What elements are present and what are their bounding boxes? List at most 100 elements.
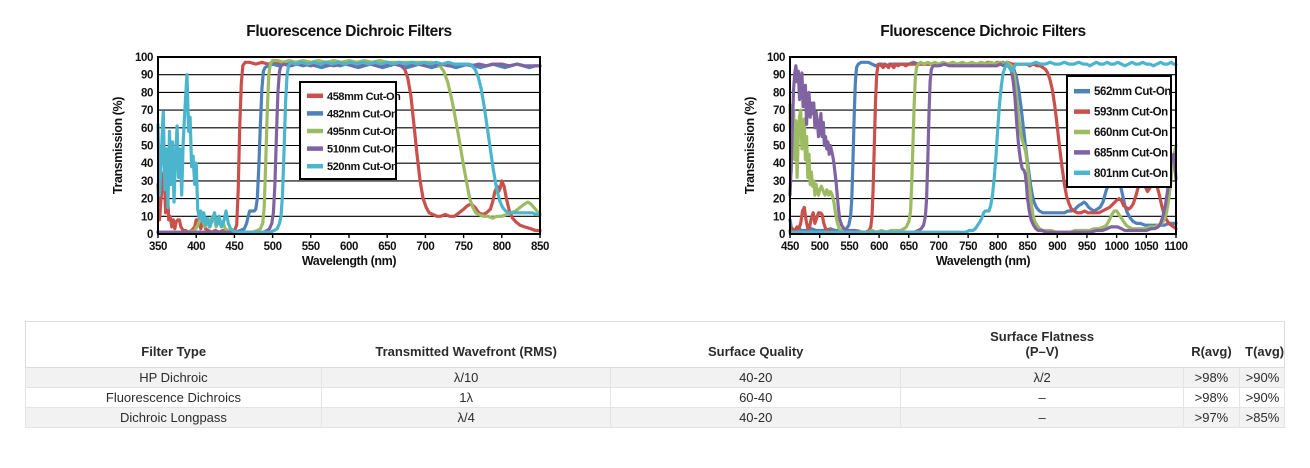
spec-table-section: Filter Type Transmitted Wavefront (RMS) Su… (25, 321, 1286, 428)
chart-title: Fluorescence Dichroic Filters (880, 23, 1085, 40)
x-tick-label: 700 (929, 241, 947, 253)
legend-label-801nm-cut-on: 801nm Cut-On (1094, 168, 1168, 180)
y-tick-label: 90 (773, 70, 785, 82)
x-tick-label: 550 (302, 241, 320, 253)
x-tick-label: 900 (1048, 241, 1066, 253)
legend-label-458mm-cut-on: 458mm Cut-On (327, 91, 401, 103)
x-tick-label: 750 (959, 241, 977, 253)
table-header-row: Filter Type Transmitted Wavefront (RMS) Su… (25, 321, 1285, 368)
table-cell: >97% (1183, 407, 1240, 428)
table-cell: 40-20 (610, 367, 901, 388)
y-tick-label: 80 (773, 87, 785, 99)
table-body: HP Dichroic λ/10 40-20 λ/2 >98% >90% Fluoresce… (25, 367, 1286, 428)
y-tick-label: 40 (141, 158, 153, 170)
y-tick-label: 20 (773, 194, 785, 206)
table-cell: >98% (1183, 367, 1240, 388)
y-tick-label: 0 (779, 229, 785, 241)
y-tick-label: 100 (135, 52, 153, 64)
fluorescence-dichroic-chart-right: 0 10 20 30 40 50 60 70 80 90 100 450 500 550 600 650 700… (743, 23, 1188, 268)
x-tick-label: 850 (1019, 241, 1037, 253)
series-line-801nm-cut-on (788, 60, 1178, 234)
x-axis-title: Wavelength (nm) (936, 254, 1030, 268)
x-tick-label: 550 (840, 241, 858, 253)
y-tick-label: 10 (141, 211, 153, 223)
plot-border (157, 56, 541, 235)
y-tick-label: 60 (773, 123, 785, 135)
x-tick-label: 650 (900, 241, 918, 253)
table-cell: 40-20 (610, 407, 901, 428)
legend-label-510nm-cut-on: 510nm Cut-On (327, 144, 398, 156)
chart-title: Fluorescence Dichroic Filters (246, 23, 451, 40)
x-tick-label: 450 (781, 241, 799, 253)
column-header-surface-flatness: Surface Flatness (P–V) (900, 321, 1184, 368)
x-tick-label: 350 (149, 241, 167, 253)
column-header-t-avg: T(avg) (1239, 321, 1285, 368)
x-tick-label: 500 (811, 241, 829, 253)
table-cell: 60-40 (610, 387, 901, 408)
y-axis-title: Transmission (%) (111, 97, 125, 194)
chart-figure-right: 0 10 20 30 40 50 60 70 80 90 100 450 500 550 600 650 700… (655, 0, 1310, 285)
table-cell: – (899, 387, 1185, 408)
table-cell: λ/2 (899, 367, 1185, 388)
x-tick-label: 800 (493, 241, 511, 253)
y-tick-label: 70 (773, 105, 785, 117)
x-tick-label: 1100 (1164, 241, 1187, 253)
y-tick-label: 80 (141, 87, 153, 99)
x-tick-label: 950 (1078, 241, 1096, 253)
x-tick-label: 750 (455, 241, 473, 253)
x-tick-label: 800 (989, 241, 1007, 253)
y-axis-title: Transmission (%) (743, 97, 757, 194)
y-tick-label: 100 (767, 52, 785, 64)
legend-label-685nm-cut-on: 685nm Cut-On (1094, 147, 1168, 159)
charts-row: 0 10 20 30 40 50 60 70 80 90 100 350 400 450 500 550 600… (0, 0, 1310, 285)
legend-label-482nm-cut-on: 482nm Cut-On (327, 108, 398, 120)
x-tick-label: 1050 (1134, 241, 1158, 253)
y-tick-label: 20 (141, 194, 153, 206)
y-tick-label: 30 (773, 176, 785, 188)
legend-label-520nm-cut-on: 520nm Cut-On (327, 161, 398, 173)
table-cell: >98% (1183, 387, 1240, 408)
table-cell: 1λ (320, 387, 612, 408)
table-cell: HP Dichroic (25, 367, 322, 388)
table-cell: >85% (1238, 407, 1286, 428)
series-line-685nm-cut-on (788, 62, 1178, 234)
y-tick-label: 10 (773, 211, 785, 223)
series-line-520nm-cut-on (156, 60, 542, 234)
table-cell: λ/4 (320, 407, 612, 428)
table-cell: >90% (1238, 387, 1286, 408)
plot-border (789, 56, 1177, 235)
column-header-r-avg: R(avg) (1183, 321, 1240, 368)
fluorescence-dichroic-chart-left: 0 10 20 30 40 50 60 70 80 90 100 350 400 450 500 550 600… (111, 23, 549, 268)
legend-label-495nm-cut-on: 495nm Cut-On (327, 126, 398, 138)
y-tick-label: 70 (141, 105, 153, 117)
table-cell: >90% (1238, 367, 1286, 388)
chart-figure-left: 0 10 20 30 40 50 60 70 80 90 100 350 400 450 500 550 600… (0, 0, 655, 285)
x-tick-label: 500 (264, 241, 282, 253)
y-tick-label: 30 (141, 176, 153, 188)
table-row-dichroic-longpass: Dichroic Longpass λ/4 40-20– >97% >85% (25, 407, 1286, 428)
x-tick-label: 850 (531, 241, 549, 253)
y-tick-label: 0 (147, 229, 153, 241)
x-tick-label: 600 (340, 241, 358, 253)
table-row-fluorescence-dichroics: Fluorescence Dichroics 1λ 60-40– >98% >90% (25, 387, 1286, 408)
table-cell: Fluorescence Dichroics (25, 387, 322, 408)
column-header-surface-quality: Surface Quality (610, 321, 901, 368)
x-tick-label: 1000 (1105, 241, 1129, 253)
table-cell: – (899, 407, 1185, 428)
table-cell: Dichroic Longpass (25, 407, 322, 428)
x-tick-label: 400 (187, 241, 205, 253)
legend-label-593nm-cut-on: 593nm Cut-On (1094, 107, 1168, 119)
x-axis-title: Wavelength (nm) (302, 254, 396, 268)
y-tick-label: 90 (141, 70, 153, 82)
x-tick-label: 650 (378, 241, 396, 253)
x-tick-label: 700 (416, 241, 434, 253)
filter-specs-table: Filter Type Transmitted Wavefront (RMS) Su… (25, 321, 1286, 428)
table-row-hp-dichroic: HP Dichroic λ/10 40-20 λ/2 >98% >90% (25, 367, 1286, 388)
legend-label-660nm-cut-on: 660nm Cut-On (1094, 127, 1168, 139)
y-tick-label: 40 (773, 158, 785, 170)
y-tick-label: 50 (141, 141, 153, 153)
x-tick-label: 450 (225, 241, 243, 253)
column-header-transmitted-wavefront-rms: Transmitted Wavefront (RMS) (321, 321, 611, 368)
legend-label-562mm-cut-on: 562mm Cut-On (1094, 86, 1171, 98)
y-tick-label: 60 (141, 123, 153, 135)
